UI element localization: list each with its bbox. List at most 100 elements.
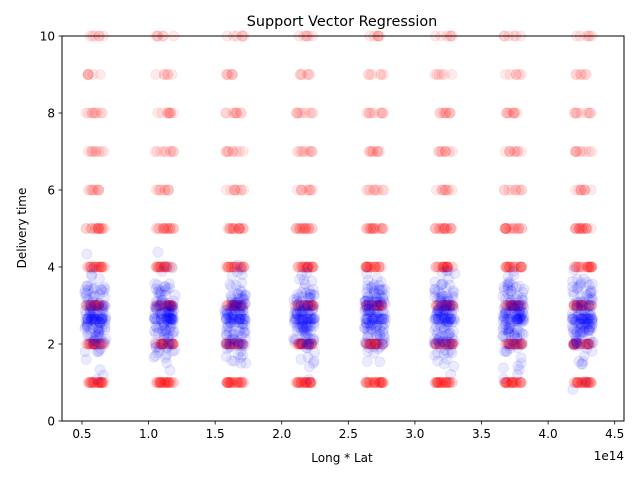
actual-point <box>367 338 379 350</box>
predicted-point <box>221 325 233 337</box>
actual-point <box>300 223 312 234</box>
actual-point <box>83 338 95 350</box>
predicted-point <box>578 350 590 362</box>
actual-point <box>234 223 246 234</box>
y-axis-ticks: 0 2 4 6 8 10 <box>40 29 62 428</box>
actual-point <box>301 377 313 388</box>
actual-point <box>433 261 445 273</box>
actual-point <box>167 338 179 350</box>
predicted-point <box>230 280 242 291</box>
actual-point <box>360 377 372 388</box>
actual-point <box>438 223 450 234</box>
actual-point <box>160 377 172 388</box>
actual-point <box>80 300 92 311</box>
actual-point <box>307 261 319 273</box>
predicted-point <box>94 364 106 376</box>
actual-point <box>301 300 313 311</box>
actual-point <box>370 338 382 350</box>
actual-point <box>231 107 242 119</box>
actual-point <box>94 338 106 350</box>
actual-point <box>231 184 243 196</box>
actual-point <box>82 69 94 80</box>
actual-point <box>98 146 110 157</box>
actual-point <box>308 300 319 311</box>
actual-point <box>291 146 303 157</box>
y-tick-label: 0 <box>47 414 55 428</box>
actual-point <box>298 377 310 388</box>
actual-point <box>306 338 318 350</box>
actual-point <box>224 300 236 311</box>
actual-point <box>91 107 103 119</box>
predicted-point <box>91 332 103 344</box>
actual-point <box>506 377 518 388</box>
actual-point <box>368 184 380 196</box>
actual-point <box>430 338 442 350</box>
actual-point <box>302 338 313 350</box>
actual-point <box>441 184 453 196</box>
actual-point <box>360 300 372 311</box>
actual-point <box>151 377 163 388</box>
actual-point <box>222 261 234 273</box>
actual-point <box>583 146 595 157</box>
actual-point <box>369 223 380 234</box>
actual-point <box>440 300 452 311</box>
actual-point <box>232 300 244 311</box>
actual-point <box>303 261 315 273</box>
actual-point <box>293 377 304 388</box>
actual-point <box>221 377 233 388</box>
actual-point <box>296 146 308 157</box>
actual-point <box>362 261 374 273</box>
actual-point <box>155 146 167 157</box>
actual-point <box>95 107 107 119</box>
actual-point <box>233 338 245 350</box>
predicted-point <box>304 313 316 325</box>
actual-point <box>158 377 170 388</box>
actual-point <box>166 261 178 273</box>
actual-point <box>306 300 318 311</box>
actual-point <box>378 377 390 388</box>
actual-point <box>221 338 233 350</box>
actual-point <box>235 107 246 119</box>
actual-point <box>295 184 307 196</box>
actual-point <box>294 223 306 234</box>
actual-point <box>225 377 237 388</box>
actual-point <box>504 146 515 157</box>
actual-point <box>306 338 318 350</box>
actual-point <box>515 146 527 157</box>
actual-point <box>221 146 233 157</box>
actual-point <box>80 300 92 311</box>
actual-point <box>236 377 248 388</box>
actual-point <box>163 107 175 119</box>
actual-point <box>294 107 305 119</box>
actual-point <box>150 377 162 388</box>
actual-point <box>234 261 246 273</box>
actual-point <box>235 377 246 388</box>
actual-point <box>299 107 311 119</box>
actual-point <box>235 300 247 311</box>
actual-point <box>363 338 375 350</box>
actual-point <box>306 338 318 350</box>
actual-point <box>152 300 163 311</box>
actual-point <box>90 223 102 234</box>
actual-point <box>373 261 385 273</box>
actual-point <box>433 146 445 157</box>
actual-point <box>365 261 377 273</box>
actual-point <box>435 184 447 196</box>
actual-point <box>233 261 245 273</box>
actual-point <box>365 146 377 157</box>
actual-point <box>436 69 448 80</box>
actual-point <box>223 377 235 388</box>
actual-point <box>362 261 374 273</box>
actual-point <box>370 261 382 273</box>
actual-point <box>299 146 311 157</box>
actual-point <box>86 377 98 388</box>
actual-point <box>291 107 302 119</box>
actual-point <box>444 300 456 311</box>
actual-point <box>365 223 377 234</box>
actual-point <box>440 146 451 157</box>
actual-point <box>158 338 170 350</box>
actual-point <box>302 261 314 273</box>
actual-point <box>82 261 94 273</box>
actual-point <box>368 107 380 119</box>
actual-point <box>360 261 372 273</box>
